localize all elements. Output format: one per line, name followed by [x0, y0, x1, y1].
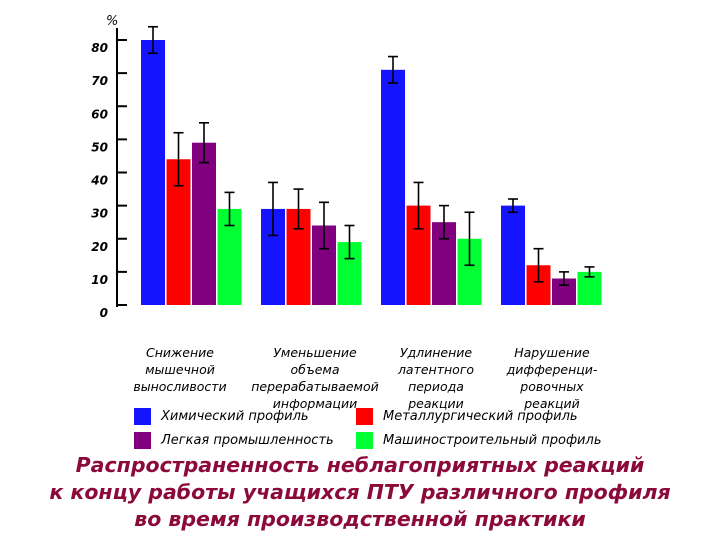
y-tick-label: 10	[91, 273, 108, 287]
y-tick-label: 50	[91, 140, 108, 154]
category-label-3: Нарушение дифференци- ровочных реакций	[492, 344, 612, 412]
category-label-line: ровочных	[520, 379, 584, 394]
category-label-line: реакции	[408, 396, 464, 411]
legend-swatch-0	[134, 408, 151, 425]
category-label-line: перерабатываемой	[251, 379, 379, 394]
caption-line: к концу работы учащихся ПТУ различного п…	[49, 480, 671, 504]
bar	[192, 142, 216, 305]
bar	[381, 69, 405, 305]
category-label-1: Уменьшение объема перерабатываемой инфор…	[240, 344, 390, 412]
y-tick-label: 30	[91, 207, 108, 221]
y-tick-label: 0	[100, 306, 108, 320]
y-axis-unit: %	[106, 14, 118, 29]
legend-item-2: Легкая промышленность	[134, 432, 334, 449]
legend-label: Химический профиль	[161, 409, 309, 424]
category-label-line: реакций	[524, 396, 580, 411]
bar	[501, 205, 525, 305]
legend-label: Металлургический профиль	[383, 409, 578, 424]
legend-item-3: Машиностроительный профиль	[356, 432, 601, 449]
legend-swatch-3	[356, 432, 373, 449]
y-tick-label: 40	[90, 174, 108, 188]
category-label-line: Снижение	[146, 345, 214, 360]
y-tick-label: 60	[91, 107, 108, 121]
y-tick-label: 70	[91, 74, 108, 88]
category-label-line: Удлинение	[399, 345, 473, 360]
legend-label: Машиностроительный профиль	[383, 433, 602, 448]
legend-item-1: Металлургический профиль	[356, 408, 578, 425]
legend-swatch-1	[356, 408, 373, 425]
legend-item-0: Химический профиль	[134, 408, 309, 425]
category-label-2: Удлинение латентного периода реакции	[376, 344, 496, 412]
category-label-line: латентного	[397, 362, 475, 377]
caption-line: Распространенность неблагоприятных реакц…	[75, 453, 645, 477]
category-label-line: выносливости	[133, 379, 227, 394]
category-label-line: дифференци-	[506, 362, 598, 377]
category-label-line: информации	[272, 396, 358, 411]
y-tick-label: 20	[91, 240, 108, 254]
category-label-line: Нарушение	[514, 345, 590, 360]
legend-label: Легкая промышленность	[161, 433, 334, 448]
y-tick-label: 80	[91, 41, 108, 55]
caption-line: во время производственной практики	[134, 507, 586, 531]
legend-swatch-2	[134, 432, 151, 449]
category-label-line: Уменьшение	[273, 345, 357, 360]
category-label-line: объема	[290, 362, 340, 377]
category-label-0: Снижение мышечной выносливости	[112, 344, 248, 395]
chart-caption: Распространенность неблагоприятных реакц…	[0, 452, 720, 533]
bar	[141, 40, 165, 305]
bar-chart: % 0 10 20 30 40 50 60 70 80	[90, 14, 602, 320]
category-label-line: мышечной	[145, 362, 215, 377]
category-label-line: периода	[408, 379, 464, 394]
